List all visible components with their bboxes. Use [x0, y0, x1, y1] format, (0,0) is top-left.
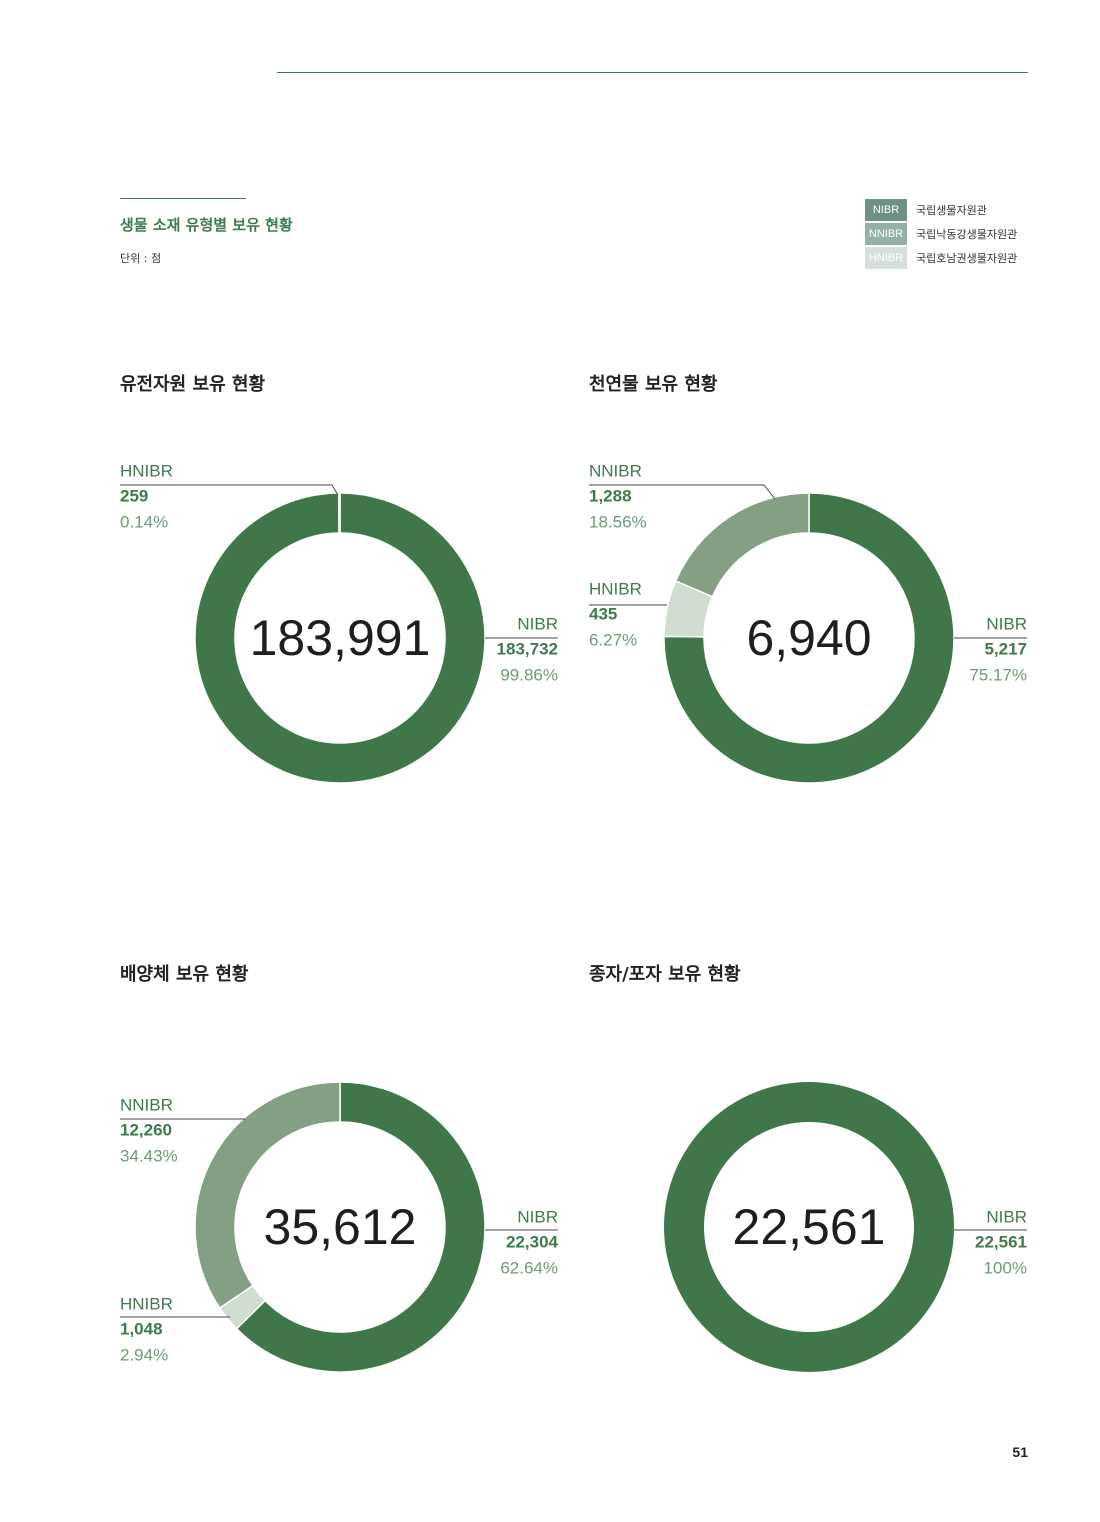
legend-item-nnibr: NNIBR 국립낙동강생물자원관 [865, 222, 1040, 245]
label-value-nibr: 183,732 [497, 639, 558, 658]
label-percent-nnibr: 34.43% [120, 1146, 178, 1165]
donut-slice-hnibr [337, 492, 341, 534]
label-name-nnibr: NNIBR [589, 461, 642, 480]
label-name-hnibr: HNIBR [120, 1294, 173, 1313]
donut-total: 22,561 [733, 1199, 886, 1255]
donut-total: 6,940 [746, 610, 871, 666]
label-percent-hnibr: 0.14% [120, 512, 168, 531]
legend-label-hnibr: 국립호남권생물자원관 [916, 251, 1018, 265]
label-percent-nibr: 75.17% [969, 665, 1027, 684]
label-name-nibr: NIBR [986, 1207, 1027, 1226]
donut-total: 183,991 [250, 610, 431, 666]
label-value-hnibr: 435 [589, 604, 617, 623]
legend-swatch-hnibr: HNIBR [865, 246, 907, 269]
label-value-nnibr: 12,260 [120, 1120, 172, 1139]
label-value-nibr: 22,304 [506, 1232, 559, 1251]
label-percent-hnibr: 6.27% [589, 630, 637, 649]
page-number: 51 [1012, 1444, 1028, 1460]
donut-slice-nibr [235, 1081, 486, 1373]
label-name-hnibr: HNIBR [589, 579, 642, 598]
label-percent-nibr: 62.64% [500, 1258, 558, 1277]
chart-title-natural-products: 천연물 보유 현황 [589, 374, 718, 395]
donut-slice-nibr [194, 492, 486, 784]
legend-label-nibr: 국립생물자원관 [916, 203, 987, 217]
chart-title-genetic-resources: 유전자원 보유 현황 [120, 374, 266, 395]
unit-label: 단위 : 점 [120, 252, 162, 265]
legend-swatch-nibr: NIBR [865, 198, 907, 221]
label-name-nibr: NIBR [517, 614, 558, 633]
chart-title-cultures: 배양체 보유 현황 [120, 964, 249, 985]
label-percent-nnibr: 18.56% [589, 512, 647, 531]
donut-slice-nnibr [194, 1081, 341, 1309]
label-percent-hnibr: 2.94% [120, 1345, 168, 1364]
label-name-hnibr: HNIBR [120, 461, 173, 480]
label-value-nibr: 22,561 [975, 1232, 1027, 1251]
label-value-nibr: 5,217 [984, 639, 1027, 658]
legend-item-nibr: NIBR 국립생물자원관 [865, 198, 1040, 221]
donut-chart-cultures: NIBR 22,304 62.64% HNIBR 1,048 2.94% NNIBR 12,2… [120, 1081, 559, 1373]
section-title-rule [120, 198, 246, 199]
label-name-nibr: NIBR [517, 1207, 558, 1226]
legend-item-hnibr: HNIBR 국립호남권생물자원관 [865, 246, 1040, 269]
label-value-hnibr: 1,048 [120, 1319, 163, 1338]
legend-swatch-nnibr: NNIBR [865, 222, 907, 245]
label-name-nnibr: NNIBR [120, 1095, 173, 1114]
label-value-nnibr: 1,288 [589, 486, 632, 505]
top-divider [277, 72, 1028, 73]
label-value-hnibr: 259 [120, 486, 148, 505]
section-title: 생물 소재 유형별 보유 현황 [120, 216, 293, 234]
donut-chart-natural-products: NIBR 5,217 75.17% HNIBR 435 6.27% NNIBR 1,288 18… [589, 461, 1027, 784]
leader-line-nnibr [589, 484, 776, 500]
legend-label-nnibr: 국립낙동강생물자원관 [916, 227, 1018, 241]
label-name-nibr: NIBR [986, 614, 1027, 633]
chart-title-seeds-spores: 종자/포자 보유 현황 [589, 964, 741, 985]
donut-chart-genetic-resources: NIBR 183,732 99.86% HNIBR 259 0.14% 183,991 [120, 461, 558, 784]
leader-line-hnibr [120, 484, 339, 496]
label-percent-nibr: 100% [984, 1258, 1027, 1277]
donut-total: 35,612 [264, 1199, 417, 1255]
legend: NIBR 국립생물자원관 NNIBR 국립낙동강생물자원관 HNIBR 국립호남… [865, 198, 1040, 270]
label-percent-nibr: 99.86% [500, 665, 558, 684]
donut-slice-nnibr [674, 492, 810, 598]
donut-chart-seeds-spores: NIBR 22,561 100% 22,561 [664, 1082, 1027, 1372]
donut-slice-nibr [663, 492, 955, 784]
